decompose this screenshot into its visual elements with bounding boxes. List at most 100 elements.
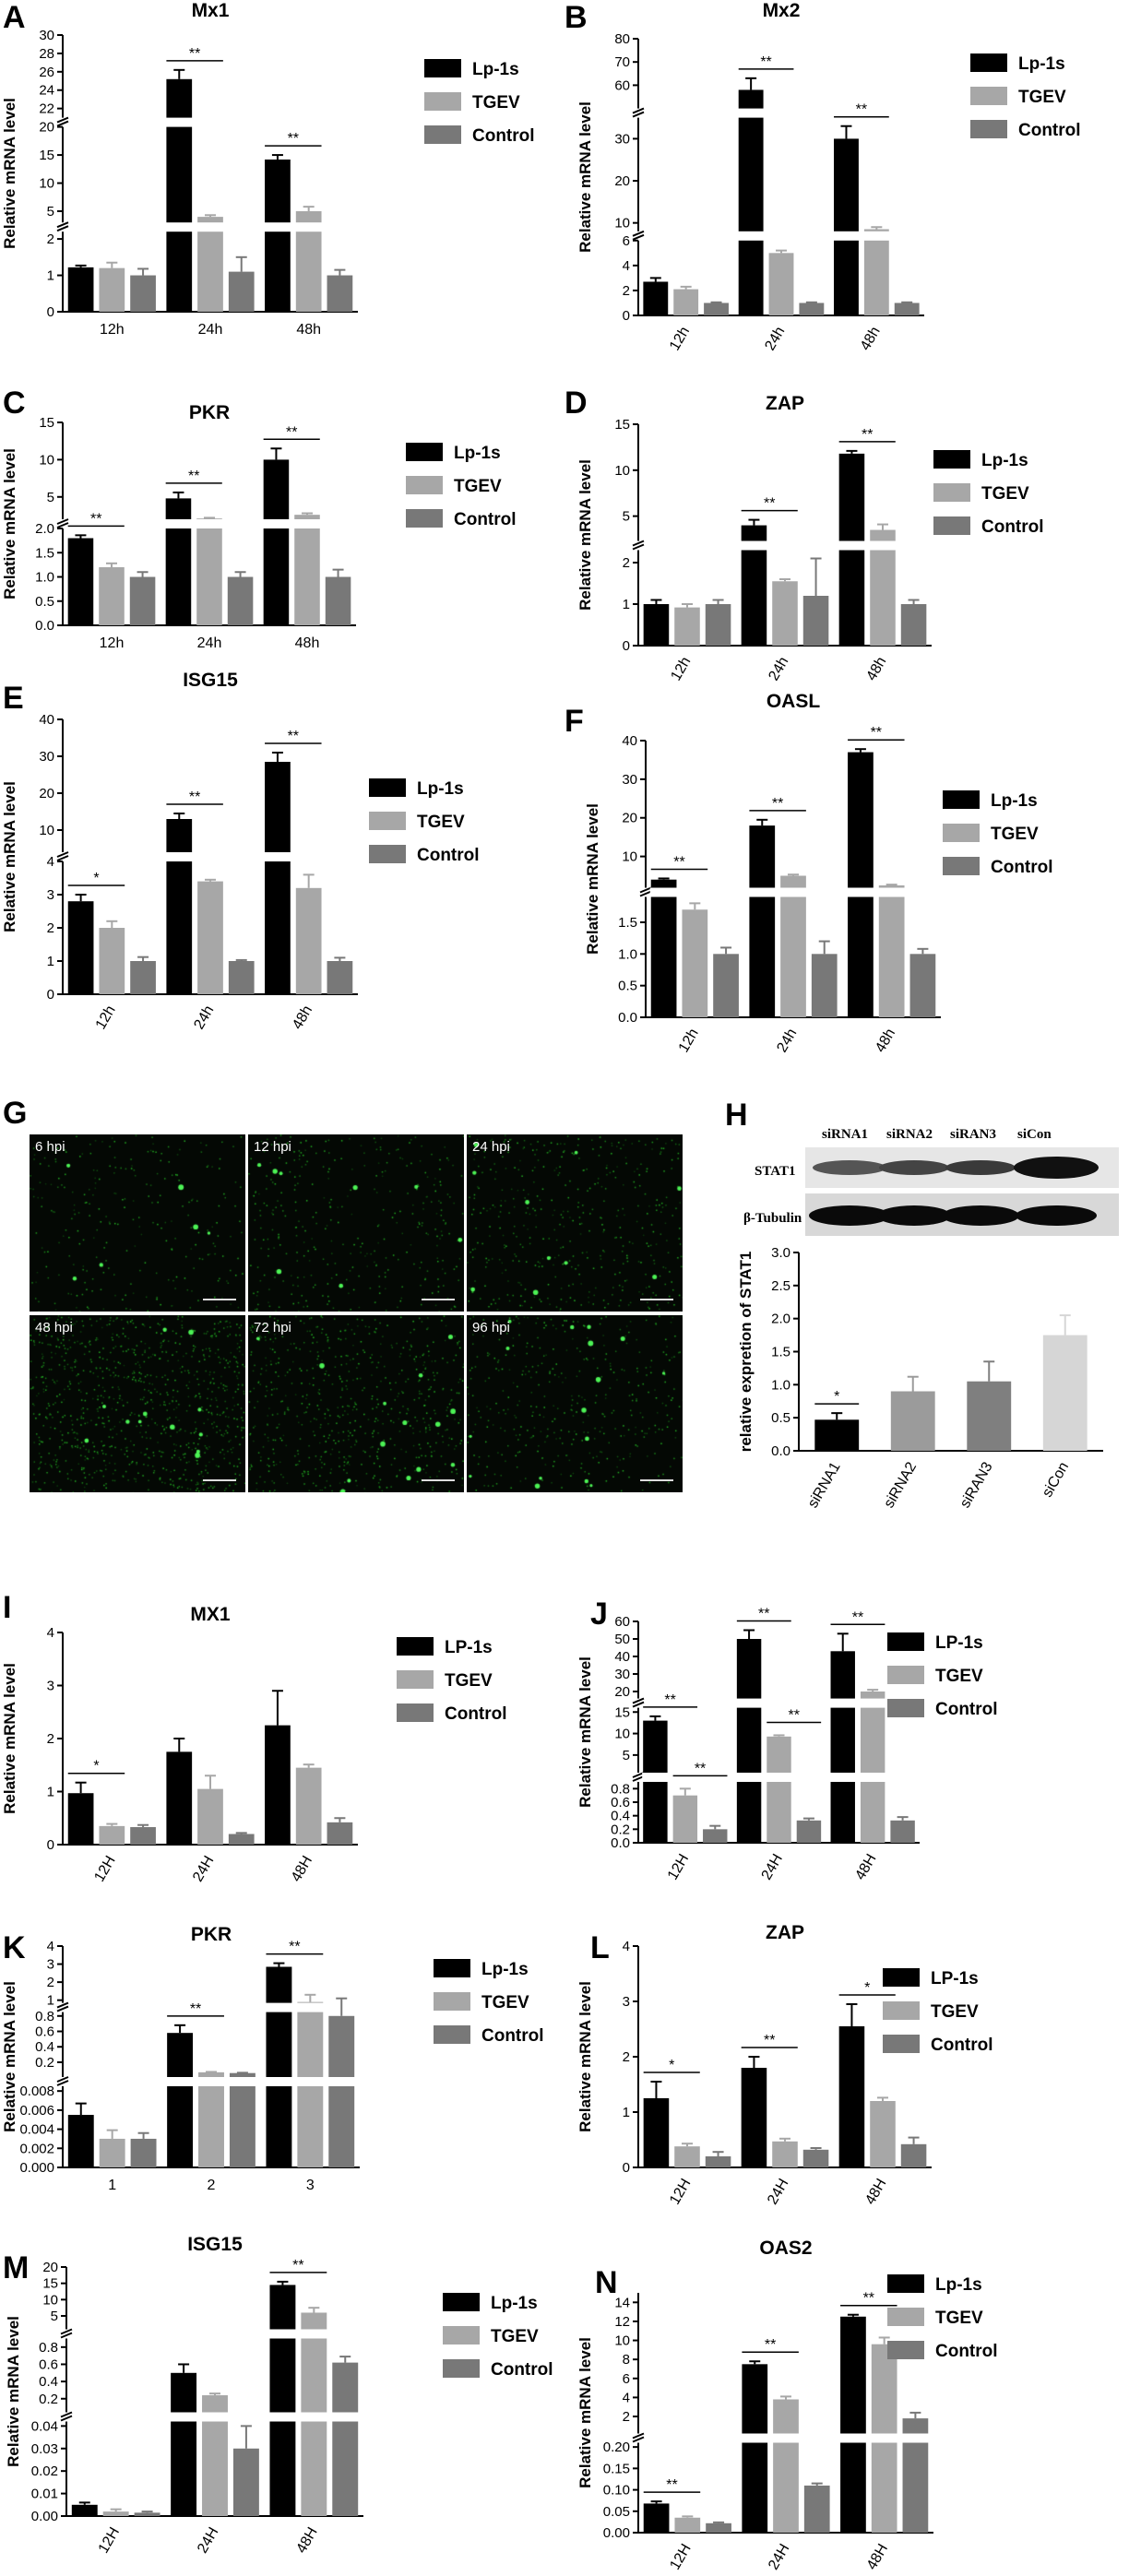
axis-break-mark: [56, 518, 69, 525]
chart-title: ISG15: [187, 2234, 243, 2255]
bar: [328, 2015, 355, 2167]
scale-bar: [203, 1299, 236, 1300]
axis-break-mark: [639, 886, 652, 894]
scale-bar: [640, 1479, 673, 1481]
y-tick-label: 50: [614, 1632, 630, 1647]
tile-label: 24 hpi: [472, 1139, 510, 1155]
y-tick-label: 5: [623, 1748, 630, 1763]
legend-swatch: [434, 2025, 470, 2044]
legend-label: Control: [931, 2036, 993, 2055]
scale-bar: [422, 1299, 455, 1300]
x-tick-label: 12H: [91, 1854, 118, 1885]
scale-bar: [203, 1479, 236, 1481]
microscopy-tile: 24 hpi: [467, 1134, 683, 1312]
y-tick-label: 0.6: [611, 1795, 630, 1810]
legend-label: Lp-1s: [981, 451, 1028, 470]
y-tick-label: 70: [614, 54, 630, 70]
y-axis-label: Relative mRNA level: [576, 101, 594, 253]
y-tick-label: 0.5: [771, 1410, 790, 1426]
significance-marker: **: [286, 424, 297, 440]
y-tick-label: 1: [47, 1785, 54, 1800]
y-tick-label: 0.000: [19, 2160, 54, 2176]
bar: [130, 2138, 157, 2167]
axis-break-mark: [56, 116, 69, 124]
legend-label: Control: [481, 2026, 544, 2046]
y-tick-label: 5: [51, 2309, 58, 2324]
y-tick-label: 4: [47, 854, 54, 870]
y-axis-label: Relative mRNA level: [576, 1656, 594, 1808]
axis-break-mark: [632, 111, 645, 118]
y-tick-label: 10: [614, 2333, 630, 2349]
y-axis-label: Relative mRNA level: [5, 2316, 22, 2467]
chart-title: OAS2: [759, 2238, 812, 2259]
x-tick-label: 48H: [852, 1852, 879, 1883]
y-tick-label: 3: [47, 1957, 54, 1973]
y-tick-label: 5: [623, 509, 630, 525]
legend-swatch: [397, 1670, 434, 1689]
significance-marker: *: [834, 1389, 839, 1405]
bar: [863, 229, 889, 315]
legend-label: Control: [981, 517, 1044, 537]
legend-swatch: [369, 812, 406, 830]
x-tick-label: 12H: [667, 2177, 694, 2208]
bar: [266, 1966, 292, 2167]
legend-label: TGEV: [481, 1993, 529, 2012]
bar-break-gap: [296, 2002, 325, 2012]
x-tick-label: 12h: [676, 1027, 702, 1056]
y-tick-label: 0.02: [31, 2463, 58, 2479]
bar: [643, 281, 669, 315]
y-tick-label: 10: [39, 823, 54, 838]
panel-letter-l: L: [590, 1930, 610, 1965]
panel-letter-f: F: [565, 704, 584, 739]
bar: [890, 1391, 935, 1451]
significance-marker: **: [664, 1692, 675, 1708]
bar: [332, 2362, 359, 2516]
bar-break-gap: [737, 108, 765, 118]
legend-swatch: [443, 2326, 480, 2345]
y-axis-label: Relative mRNA level: [576, 2337, 594, 2488]
legend-swatch: [424, 59, 461, 77]
bar: [197, 217, 223, 312]
bar: [799, 303, 825, 315]
scale-bar: [422, 1479, 455, 1481]
bar: [295, 887, 322, 994]
blot-row-label: STAT1: [755, 1164, 796, 1179]
y-tick-label: 0: [47, 304, 54, 320]
blot-header: siRNA2: [886, 1127, 933, 1142]
bar: [102, 2511, 129, 2516]
x-tick-label: 24H: [765, 2177, 791, 2208]
axis-break-mark: [60, 2415, 73, 2422]
tile-label: 6 hpi: [35, 1139, 65, 1155]
bar-break-gap: [293, 519, 321, 528]
bar: [227, 576, 254, 625]
significance-marker: **: [666, 2477, 677, 2493]
axis-break-mark: [632, 230, 645, 237]
significance-marker: **: [292, 2258, 303, 2273]
legend-label: TGEV: [1018, 88, 1066, 107]
chart-zap: ZAP Relative mRNA level 0 1 2 5 10 15 12h 24h 48h *…: [576, 393, 1044, 684]
x-tick-label: 12h: [668, 655, 694, 684]
y-tick-label: 10: [42, 2292, 58, 2308]
y-tick-label: 0.6: [35, 2024, 54, 2040]
significance-marker: **: [288, 729, 299, 744]
bar: [909, 954, 936, 1017]
y-axis-label: Relative mRNA level: [576, 459, 594, 611]
significance-marker: *: [864, 1980, 870, 1996]
axis-break-mark: [632, 1701, 645, 1708]
bar-break-gap: [331, 2412, 360, 2422]
legend-swatch: [883, 2035, 920, 2053]
chart-mx1: Mx1 Relative mRNA level 0 1 2 5 10 15 20 22 24 26 28…: [1, 0, 535, 338]
y-tick-label: 3: [47, 1679, 54, 1694]
y-tick-label: 0.0: [618, 1010, 637, 1026]
axis-break-mark: [56, 2001, 69, 2009]
bar-break-gap: [170, 2412, 198, 2422]
bar: [830, 1651, 855, 1843]
axis-break-mark: [56, 2076, 69, 2083]
x-tick-label: 48H: [293, 2525, 320, 2557]
axis-break-mark: [56, 225, 69, 232]
bar: [265, 159, 291, 312]
bar-break-gap: [327, 2077, 356, 2086]
y-axis-label: Relative mRNA level: [576, 1981, 594, 2132]
y-tick-label: 1: [47, 954, 54, 969]
y-tick-label: 0: [47, 987, 54, 1003]
